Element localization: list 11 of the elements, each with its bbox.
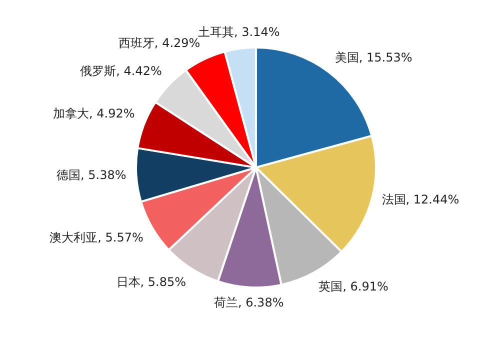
- slice-label: 法国, 12.44%: [382, 192, 460, 206]
- slice-label: 荷兰, 6.38%: [214, 295, 284, 310]
- slice-label: 英国, 6.91%: [318, 280, 388, 294]
- slice-label: 加拿大, 4.92%: [53, 106, 135, 121]
- slice-label: 日本, 5.85%: [116, 275, 186, 290]
- slice-label: 美国, 15.53%: [334, 50, 412, 64]
- slice-label: 俄罗斯, 4.42%: [80, 64, 162, 78]
- slice-label: 土耳其, 3.14%: [198, 24, 280, 39]
- slice-label: 德国, 5.38%: [56, 168, 126, 182]
- slice-label: 西班牙, 4.29%: [118, 36, 200, 50]
- slice-label: 澳大利亚, 5.57%: [50, 230, 144, 245]
